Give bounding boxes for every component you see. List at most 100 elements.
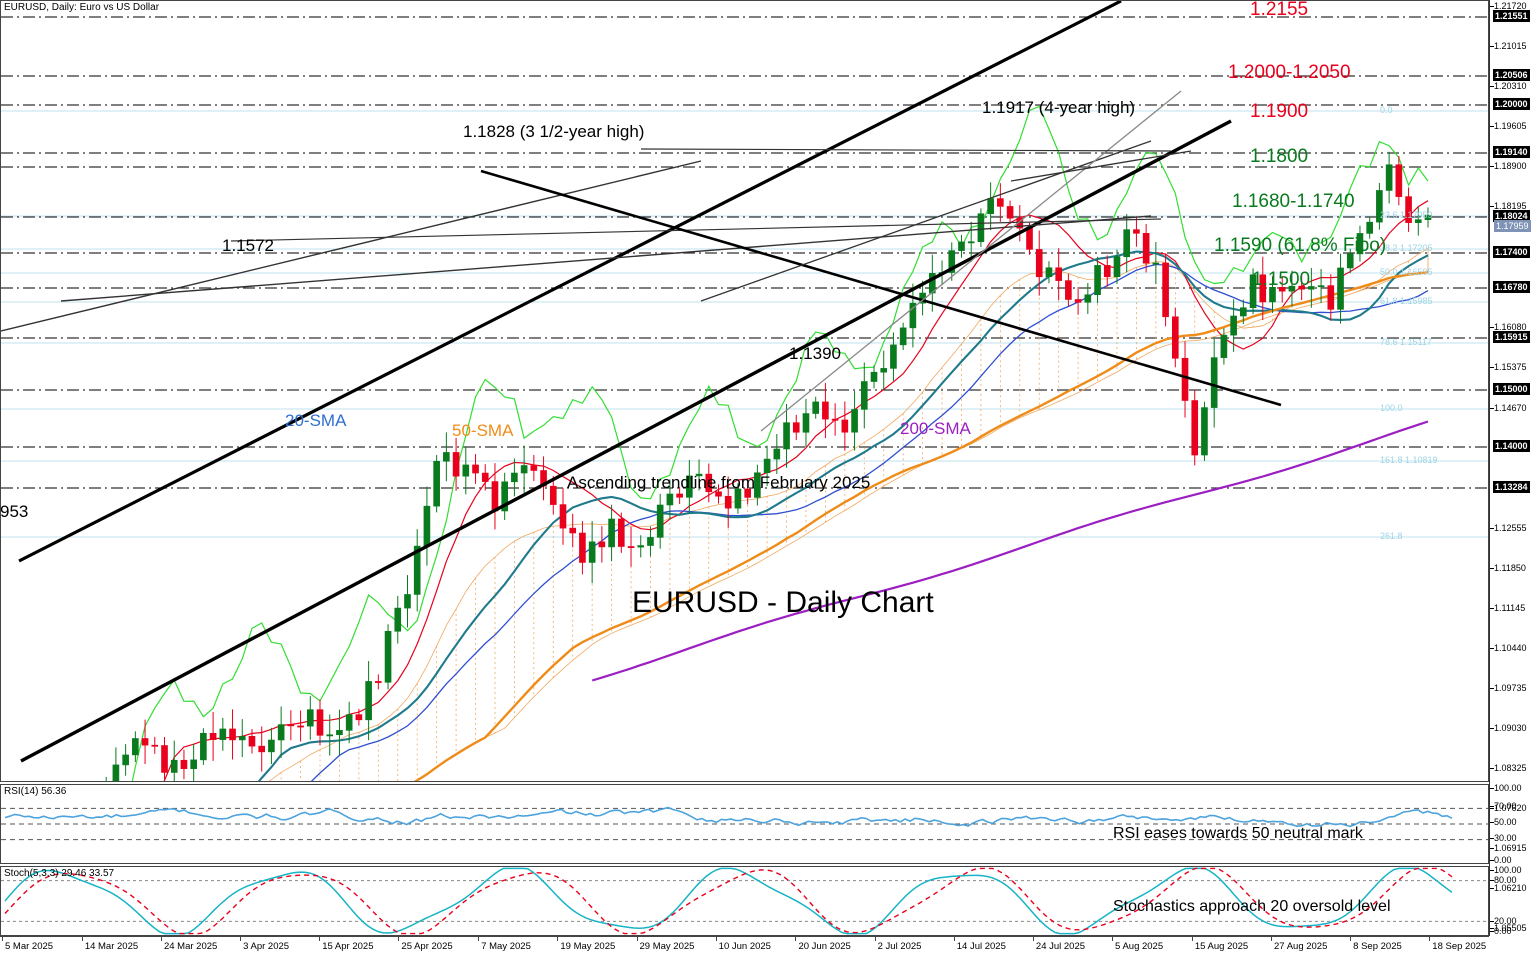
date-tick-mark [1032, 937, 1034, 941]
price-tick: 1.20000 [1493, 98, 1530, 110]
price-tick: 1.11850 [1494, 563, 1526, 573]
price-tick: 1.18024 [1493, 210, 1530, 222]
fibonacci-level-label: 23.6 1.17959 [1380, 210, 1433, 220]
indicator-tick-mark [1490, 880, 1494, 881]
stochastics-indicator-panel[interactable]: Stoch(5,3,3) 29.46 33.57 [0, 866, 1489, 936]
price-tick: 1.21720 [1494, 1, 1527, 11]
date-tick-label: 19 May 2025 [560, 941, 616, 952]
price-axis[interactable]: 1.21720 1.21551 1.21015 1.20506 1.20310 1.200… [1489, 0, 1536, 936]
date-tick-label: 3 Apr 2025 [243, 941, 290, 952]
date-axis[interactable]: 5 Mar 2025 14 Mar 2025 24 Mar 2025 3 Apr 20… [0, 936, 1489, 958]
indicator-tick-mark [1490, 788, 1494, 789]
price-tick: 1.09030 [1494, 723, 1527, 733]
date-tick-mark [160, 937, 162, 941]
price-tick-mark [1490, 126, 1494, 127]
date-tick-label: 7 May 2025 [481, 941, 531, 952]
date-tick-label: 15 Apr 2025 [322, 941, 374, 952]
price-tick-mark [1490, 568, 1494, 569]
price-tick: 1.17959 [1494, 220, 1531, 232]
indicator-tick: 0.00 [1494, 855, 1512, 865]
price-tick: 1.14000 [1493, 440, 1530, 452]
price-tick-mark [1490, 327, 1494, 328]
price-tick: 1.18900 [1494, 161, 1527, 171]
label-200-sma: 200-SMA [900, 419, 971, 438]
price-tick-mark [1490, 528, 1494, 529]
stochastics-legend: Stoch(5,3,3) 29.46 33.57 [4, 868, 115, 879]
price-tick: 1.21551 [1493, 10, 1530, 22]
date-tick-label: 18 Sep 2025 [1432, 941, 1487, 952]
fibonacci-level-label: 38.2 1.17205 [1380, 243, 1433, 253]
date-tick-mark [1429, 937, 1431, 941]
date-tick-label: 29 May 2025 [639, 941, 695, 952]
price-tick: 1.15000 [1493, 383, 1530, 395]
date-tick-label: 5 Aug 2025 [1115, 941, 1164, 952]
label-50-sma: 50-SMA [452, 421, 514, 440]
price-tick: 1.17400 [1493, 246, 1530, 258]
price-tick: 1.19605 [1494, 121, 1527, 131]
date-tick-label: 15 Aug 2025 [1194, 941, 1249, 952]
indicator-tick: 50.00 [1494, 817, 1517, 827]
price-chart-panel[interactable]: EURUSD, Daily: Euro vs US Dollar [0, 0, 1489, 782]
rsi-legend: RSI(14) 56.36 [4, 786, 67, 797]
indicator-tick: 20.00 [1494, 916, 1517, 926]
label-20-sma: 20-SMA [285, 411, 347, 430]
date-tick-label: 27 Aug 2025 [1274, 941, 1328, 952]
price-tick-mark [1490, 688, 1494, 689]
price-tick-mark [1490, 367, 1494, 368]
resistance-label-1-2000-1-2050: 1.2000-1.2050 [1228, 62, 1351, 83]
price-tick: 1.19140 [1493, 146, 1530, 158]
indicator-tick: 70.00 [1494, 801, 1517, 811]
price-tick: 1.16780 [1493, 281, 1530, 293]
price-tick: 1.11145 [1494, 603, 1526, 613]
indicator-tick-mark [1490, 870, 1494, 871]
date-tick-label: 25 Apr 2025 [401, 941, 453, 952]
annotation-ascending-trendline: Ascending trendline from February 2025 [567, 473, 871, 492]
price-tick-mark [1490, 408, 1494, 409]
indicator-tick: 80.00 [1494, 875, 1517, 885]
date-tick-label: 10 Jun 2025 [718, 941, 771, 952]
resistance-label-1-2155: 1.2155 [1250, 0, 1309, 20]
price-tick: 1.12555 [1494, 523, 1527, 533]
price-tick-mark [1490, 166, 1494, 167]
price-chart-canvas [1, 1, 1488, 781]
date-tick-mark [557, 937, 559, 941]
price-tick-mark [1490, 928, 1494, 929]
annotation-level-1-1572: 1.1572 [222, 236, 274, 255]
price-tick: 1.15375 [1494, 362, 1527, 372]
annotation-level-1-1390: 1.1390 [789, 344, 841, 363]
price-tick: 1.06210 [1494, 883, 1527, 893]
fibonacci-level-label: 161.8 1.10819 [1380, 455, 1438, 465]
price-tick: 1.10440 [1494, 643, 1527, 653]
price-tick-mark [1490, 888, 1494, 889]
date-tick-label: 5 Mar 2025 [5, 941, 54, 952]
indicator-tick-mark [1490, 931, 1494, 932]
annotation-stochastics-comment: Stochastics approach 20 oversold level [1113, 898, 1391, 915]
date-tick-label: 24 Mar 2025 [163, 941, 218, 952]
date-tick-label: 14 Mar 2025 [84, 941, 139, 952]
indicator-tick: 100.00 [1494, 865, 1522, 875]
price-tick: 1.20310 [1494, 81, 1527, 91]
price-panel-legend: EURUSD, Daily: Euro vs US Dollar [4, 2, 160, 13]
fibonacci-level-label: 78.6 1.15117 [1380, 337, 1432, 347]
date-tick-mark [795, 937, 797, 941]
stochastics-canvas [1, 867, 1488, 935]
price-tick-mark [1490, 6, 1494, 7]
annotation-clipped-level: 953 [0, 502, 29, 521]
date-tick-mark [319, 937, 321, 941]
main-chart-title: EURUSD - Daily Chart [632, 586, 934, 619]
annotation-rsi-comment: RSI eases towards 50 neutral mark [1113, 825, 1363, 842]
price-tick-mark [1490, 46, 1494, 47]
indicator-tick-mark [1490, 860, 1494, 861]
indicator-tick-mark [1490, 921, 1494, 922]
price-tick: 1.13284 [1493, 481, 1530, 493]
price-tick: 1.14670 [1494, 403, 1527, 413]
fibonacci-level-label: 0.0 [1380, 105, 1393, 115]
price-tick: 1.21015 [1494, 41, 1527, 51]
indicator-tick: 30.00 [1494, 833, 1517, 843]
date-tick-mark [1112, 937, 1114, 941]
price-tick-mark [1490, 608, 1494, 609]
rsi-indicator-panel[interactable]: RSI(14) 56.36 [0, 784, 1489, 864]
date-tick-mark [1350, 937, 1352, 941]
date-tick-mark [636, 937, 638, 941]
